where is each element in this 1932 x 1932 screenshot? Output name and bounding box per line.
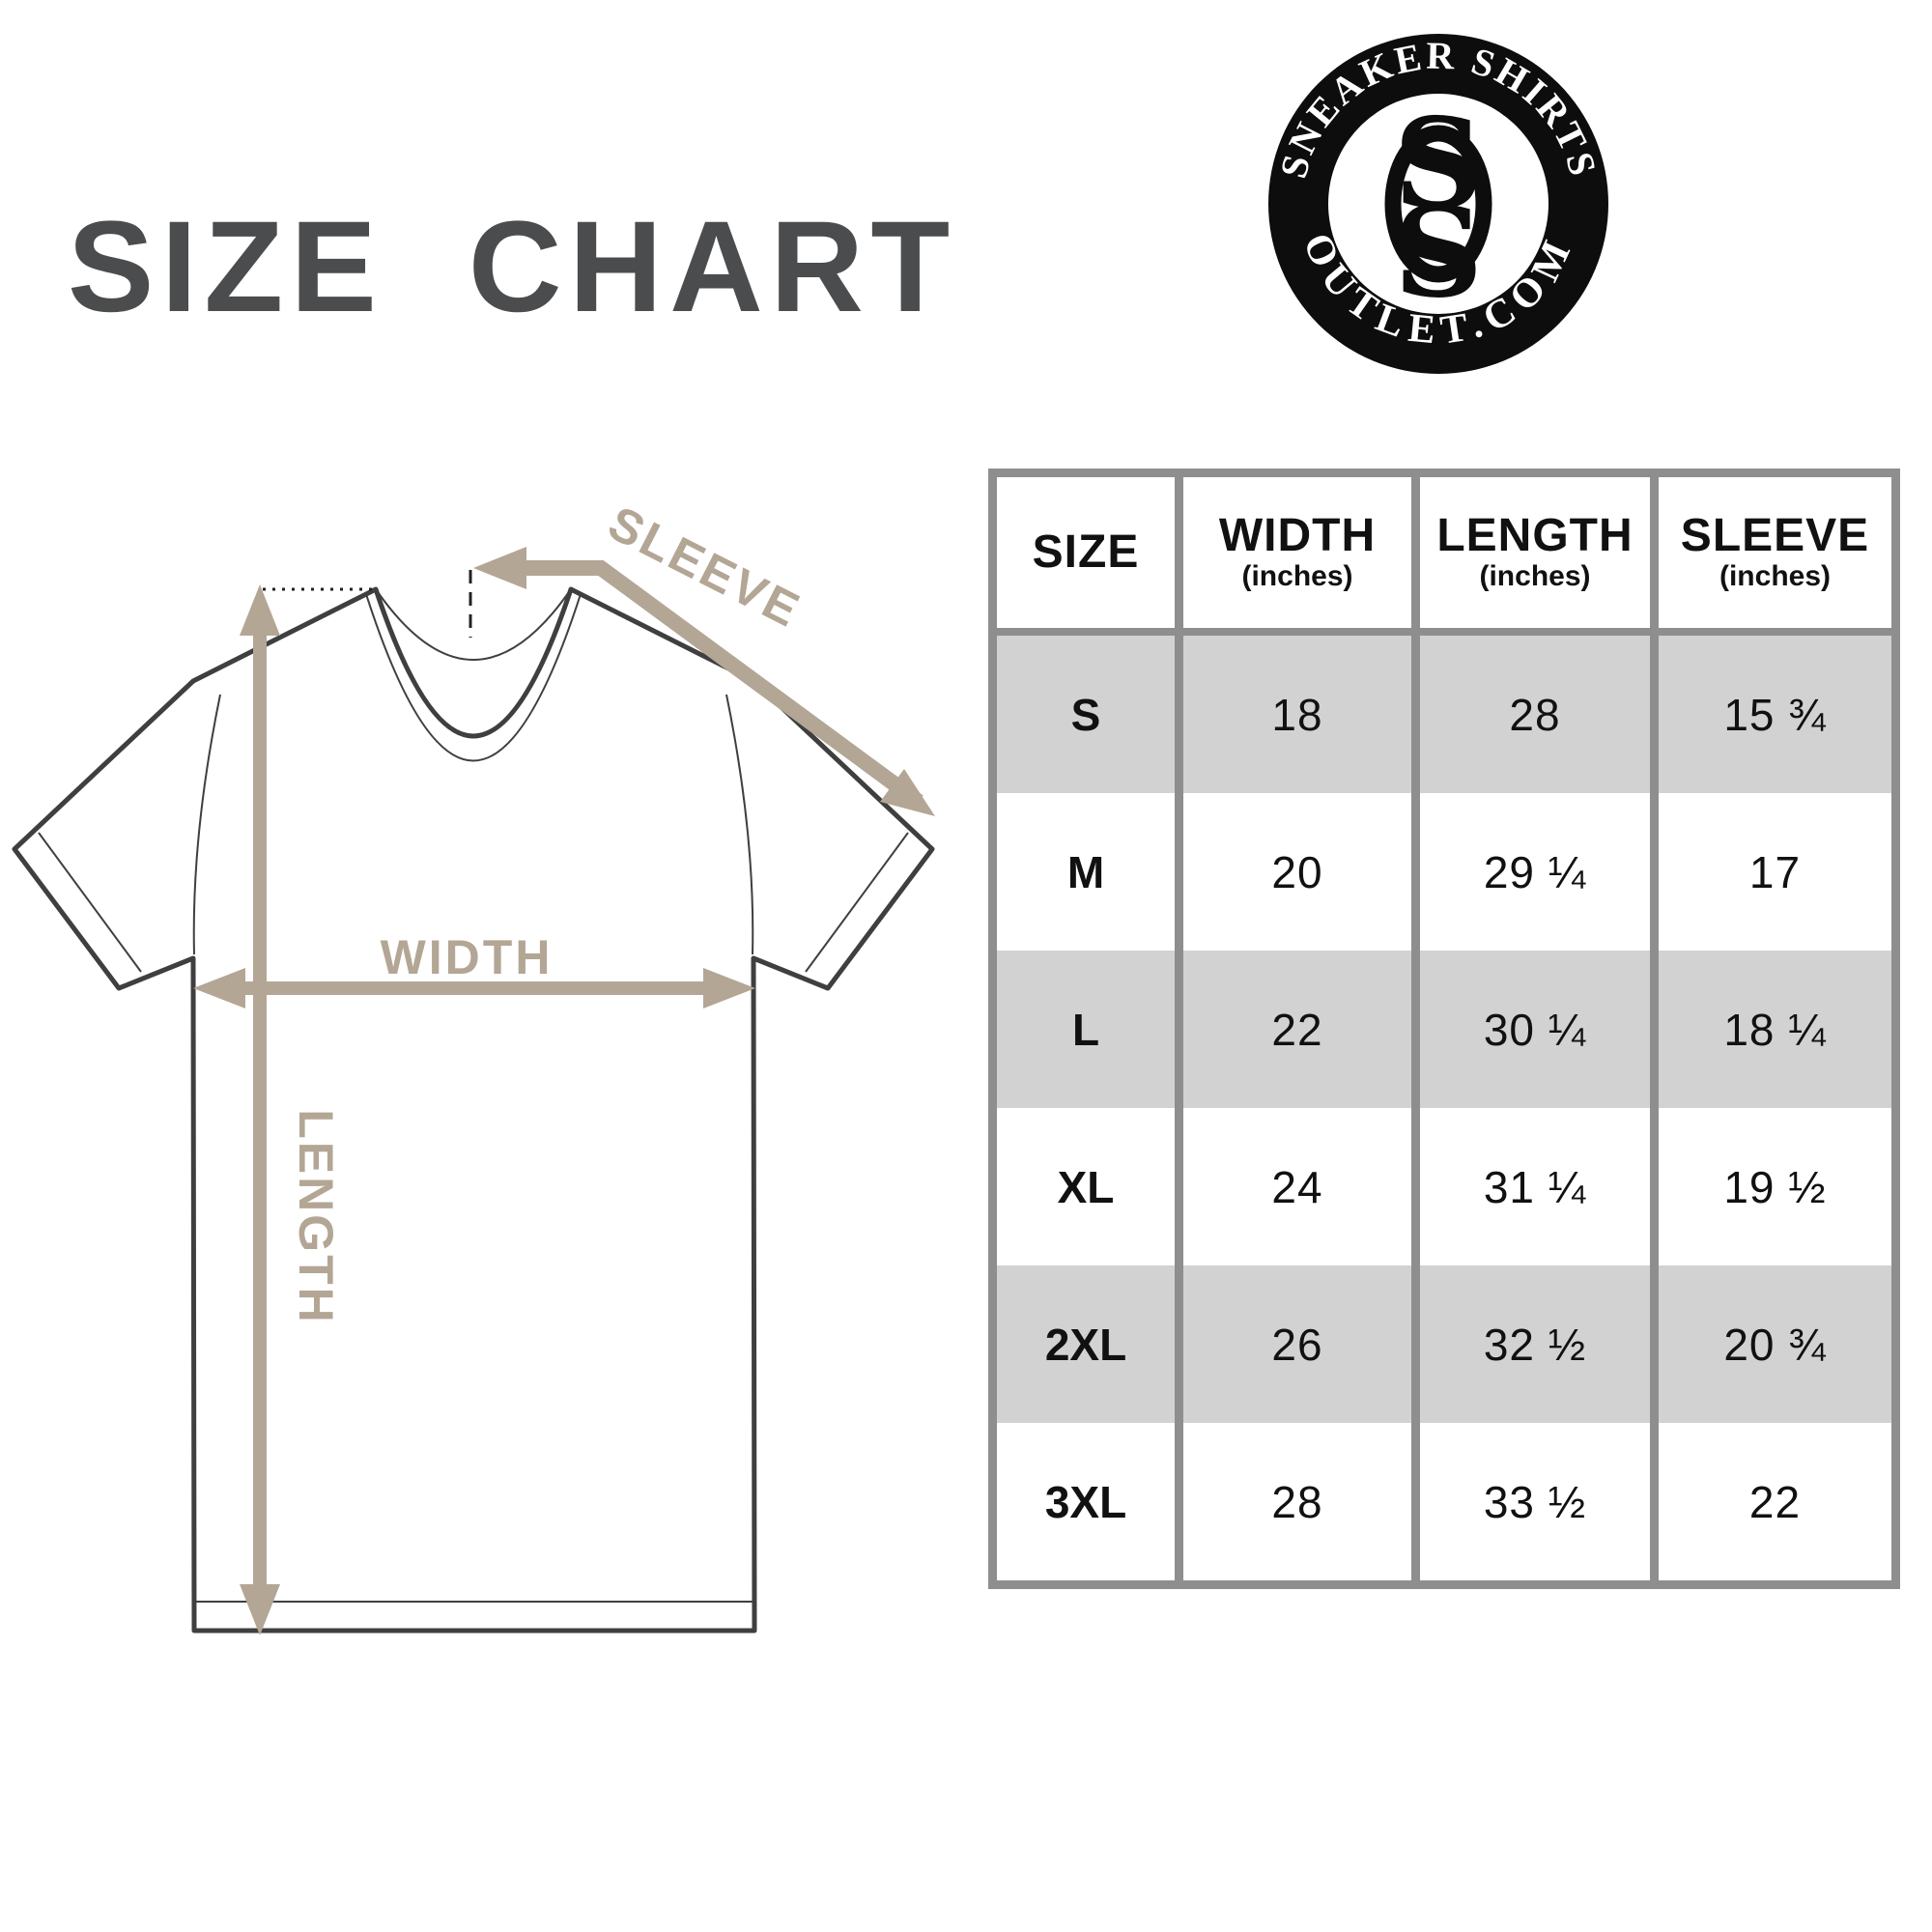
- table-header-row: SIZE WIDTH (inches) LENGTH (inches) SLEE…: [997, 477, 1891, 628]
- collar-back-seam: [375, 588, 572, 661]
- length-arrow-up-icon: [240, 584, 280, 636]
- tshirt-measurement-diagram: WIDTH LENGTH SLEEVE: [12, 496, 935, 1635]
- sleeve-arrow-end-icon: [880, 769, 935, 816]
- table-row-2xl: 2XL 26 32 ½ 20 ¾: [997, 1265, 1891, 1423]
- header-cell-length: LENGTH (inches): [1420, 477, 1650, 628]
- width-arrow-right-icon: [703, 968, 755, 1009]
- logo-monogram-s-bottom: S: [1394, 181, 1483, 326]
- logo-monogram-o-icon: [1384, 125, 1492, 283]
- size-table: SIZE WIDTH (inches) LENGTH (inches) SLEE…: [988, 469, 1900, 1589]
- length-label: LENGTH: [289, 1109, 343, 1325]
- sleeve-arrow: [522, 560, 923, 809]
- brand-logo: SNEAKER SHIRTS OUTLET.COM S S: [1268, 34, 1608, 374]
- logo-monogram-s-top: S: [1394, 92, 1483, 237]
- right-cuff-seam: [805, 832, 909, 973]
- width-arrow-left-icon: [193, 968, 245, 1009]
- left-cuff-seam: [38, 832, 142, 973]
- header-cell-width: WIDTH (inches): [1183, 477, 1411, 628]
- table-row-xl: XL 24 31 ¼ 19 ½: [997, 1108, 1891, 1265]
- header-cell-size: SIZE: [997, 477, 1175, 628]
- sleeve-arrow-left-icon: [473, 547, 526, 589]
- sleeve-label: SLEEVE: [600, 496, 810, 639]
- tshirt-outline: [12, 586, 935, 1634]
- width-label: WIDTH: [381, 930, 554, 984]
- table-row-s: S 18 28 15 ¾: [997, 636, 1891, 793]
- collar-band-seam: [365, 593, 582, 762]
- logo-inner-circle: [1328, 94, 1548, 314]
- left-armhole-seam: [192, 694, 221, 955]
- table-row-m: M 20 29 ¼ 17: [997, 793, 1891, 951]
- length-arrow-down-icon: [240, 1584, 280, 1635]
- table-row-l: L 22 30 ¼ 18 ¼: [997, 951, 1891, 1108]
- table-row-3xl: 3XL 28 33 ½ 22: [997, 1423, 1891, 1580]
- header-cell-sleeve: SLEEVE (inches): [1659, 477, 1891, 628]
- right-armhole-seam: [725, 694, 754, 955]
- page-title: SIZE CHART: [68, 195, 957, 339]
